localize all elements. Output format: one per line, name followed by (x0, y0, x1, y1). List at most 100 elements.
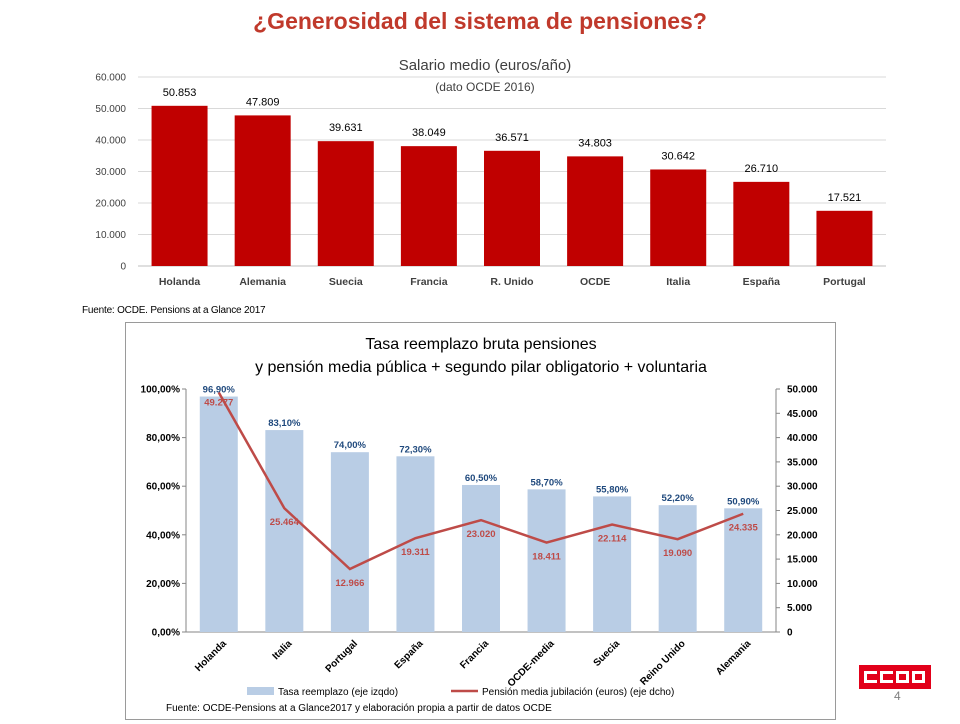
chart2-category-label: OCDE-media (506, 638, 557, 689)
chart2-category-label: Italia (271, 638, 295, 662)
chart2-category-label: Holanda (193, 638, 229, 674)
chart2-left-tick-label: 100,00% (141, 385, 181, 396)
chart2-right-tick-label: 40.000 (787, 433, 818, 444)
chart2-left-tick-label: 40,00% (146, 530, 180, 541)
chart2-bar-label: 50,90% (727, 496, 760, 507)
chart2-line-label: 19.311 (401, 547, 430, 558)
chart2-left-tick-label: 60,00% (146, 482, 180, 493)
chart2-line-label: 49.277 (204, 398, 233, 409)
chart2-title-line2: y pensión media pública + segundo pilar … (255, 359, 707, 376)
chart2-bar-label: 55,80% (596, 484, 629, 495)
chart2-right-tick-label: 45.000 (787, 409, 818, 420)
chart1-bar (151, 105, 208, 266)
chart2-source: Fuente: OCDE-Pensions at a Glance2017 y … (166, 703, 552, 714)
chart1-bar (733, 181, 790, 266)
chart2-title-line1: Tasa reemplazo bruta pensiones (365, 336, 596, 353)
chart1-source: Fuente: OCDE. Pensions at a Glance 2017 (82, 305, 266, 316)
chart1-category-label: España (743, 276, 781, 288)
chart2-right-tick-label: 20.000 (787, 530, 818, 541)
chart1-category-label: Francia (410, 276, 448, 288)
chart2-line-label: 24.335 (729, 523, 759, 534)
chart1-category-label: Suecia (329, 276, 363, 288)
chart2-bar (593, 496, 632, 632)
chart1-value-label: 26.710 (745, 163, 779, 175)
chart1-bar (234, 115, 291, 267)
chart2-bar (527, 489, 566, 632)
pension-chart-panel: Tasa reemplazo bruta pensiones y pensión … (125, 322, 836, 720)
chart2-line-label: 18.411 (532, 552, 561, 563)
chart2-line-label: 25.464 (270, 517, 300, 528)
chart1-value-label: 30.642 (661, 150, 695, 162)
chart2-right-tick-label: 25.000 (787, 506, 818, 517)
chart2-right-tick-label: 5.000 (787, 603, 812, 614)
chart1-title: Salario medio (euros/año) (399, 57, 572, 74)
chart2-line-label: 22.114 (598, 534, 627, 545)
chart2-bar (658, 505, 697, 632)
chart2-category-label: Suecia (592, 638, 623, 669)
chart2-line-label: 12.966 (335, 578, 364, 589)
slide-title: ¿Generosidad del sistema de pensiones? (253, 8, 707, 34)
chart2-bar (265, 430, 304, 632)
chart2-category-label: Alemania (714, 638, 754, 678)
chart1-bar (400, 146, 457, 266)
chart2-bar-label: 60,50% (465, 473, 498, 484)
chart2-line-label: 23.020 (466, 529, 495, 540)
salary-bar-chart: 0 10.000 20.000 30.000 40.000 50.000 60.000 Sal… (95, 57, 886, 288)
chart2-left-tick-label: 80,00% (146, 433, 180, 444)
chart1-value-label: 47.809 (246, 96, 280, 108)
chart1-value-label: 39.631 (329, 122, 363, 134)
chart2-bar-label: 52,20% (662, 493, 695, 504)
chart2-bar-label: 74,00% (334, 440, 367, 451)
chart2-bar (462, 484, 500, 632)
chart1-y-tick-label: 20.000 (95, 199, 126, 210)
chart1-y-tick-label: 50.000 (95, 104, 126, 115)
chart1-value-label: 34.803 (578, 137, 612, 149)
chart1-category-label: Italia (666, 276, 690, 288)
chart2-legend-bar-swatch (247, 687, 274, 695)
chart2-bar (724, 508, 763, 632)
chart1-category-label: OCDE (580, 276, 610, 288)
chart1-bar (567, 156, 624, 266)
chart1-value-label: 38.049 (412, 127, 446, 139)
chart2-line-label: 19.090 (663, 548, 692, 559)
chart2-right-tick-label: 15.000 (787, 555, 818, 566)
chart1-bar (484, 150, 540, 266)
chart1-bar (317, 141, 374, 266)
chart2-pension-line (217, 391, 744, 571)
chart1-category-label: Portugal (823, 276, 866, 288)
pension-combo-chart: Tasa reemplazo bruta pensiones y pensión … (141, 336, 819, 714)
chart1-category-label: R. Unido (490, 276, 533, 288)
page-number: 4 (894, 689, 901, 703)
chart1-y-tick-label: 40.000 (95, 136, 126, 147)
chart2-right-tick-label: 50.000 (787, 385, 818, 396)
chart1-value-label: 36.571 (495, 132, 529, 144)
chart1-y-tick-label: 60.000 (95, 73, 126, 84)
chart2-bar-label: 96,90% (203, 385, 236, 396)
chart1-bar (650, 169, 707, 266)
chart2-bar (330, 452, 369, 632)
chart1-y-tick-label: 30.000 (95, 167, 126, 178)
chart2-legend-bar-label: Tasa reemplazo (eje izqdo) (278, 687, 398, 698)
chart2-category-label: España (393, 638, 426, 671)
chart1-y-tick-label: 0 (120, 262, 126, 273)
chart2-bar-label: 83,10% (268, 418, 301, 429)
chart2-left-tick-label: 20,00% (146, 579, 180, 590)
chart2-bar-label: 72,30% (399, 444, 432, 455)
chart2-bar-label: 58,70% (530, 477, 563, 488)
chart1-subtitle: (dato OCDE 2016) (435, 80, 534, 94)
chart1-y-tick-label: 10.000 (95, 230, 126, 241)
chart1-value-label: 17.521 (828, 192, 862, 204)
chart1-category-label: Alemania (239, 276, 286, 288)
chart1-category-label: Holanda (159, 276, 201, 288)
chart2-left-tick-label: 0,00% (152, 628, 180, 639)
chart2-category-label: Portugal (324, 638, 361, 675)
chart2-category-label: Francia (458, 638, 491, 671)
chart2-right-tick-label: 35.000 (787, 457, 818, 468)
ccoo-logo (859, 665, 931, 689)
chart2-right-tick-label: 30.000 (787, 482, 818, 493)
chart2-right-tick-label: 0 (787, 628, 793, 639)
chart2-bar (199, 396, 238, 632)
chart1-bar (816, 210, 873, 266)
chart2-legend-line-label: Pensión media jubilación (euros) (eje dc… (482, 687, 674, 698)
chart2-category-label: Reino Unido (638, 638, 687, 687)
